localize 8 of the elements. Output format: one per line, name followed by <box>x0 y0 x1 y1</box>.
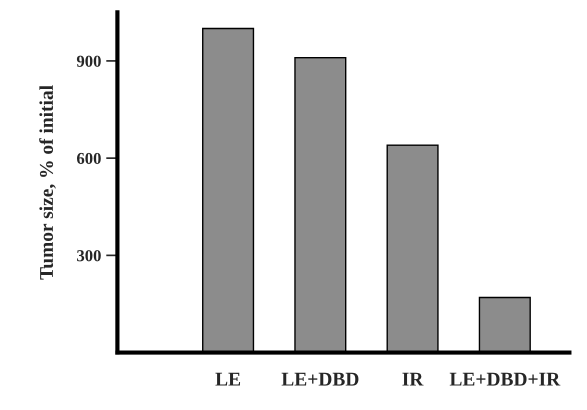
y-tick-label: 600 <box>77 152 101 164</box>
x-tick-label: LE <box>215 372 240 386</box>
x-tick-label: LE+DBD <box>282 372 358 386</box>
y-tick-label: 300 <box>77 250 101 262</box>
x-tick-label: LE+DBD+IR <box>450 372 560 386</box>
y-axis-title: Tumor size, % of initial <box>39 85 56 280</box>
x-tick-label: IR <box>402 372 424 386</box>
y-tick-label: 900 <box>76 56 101 67</box>
